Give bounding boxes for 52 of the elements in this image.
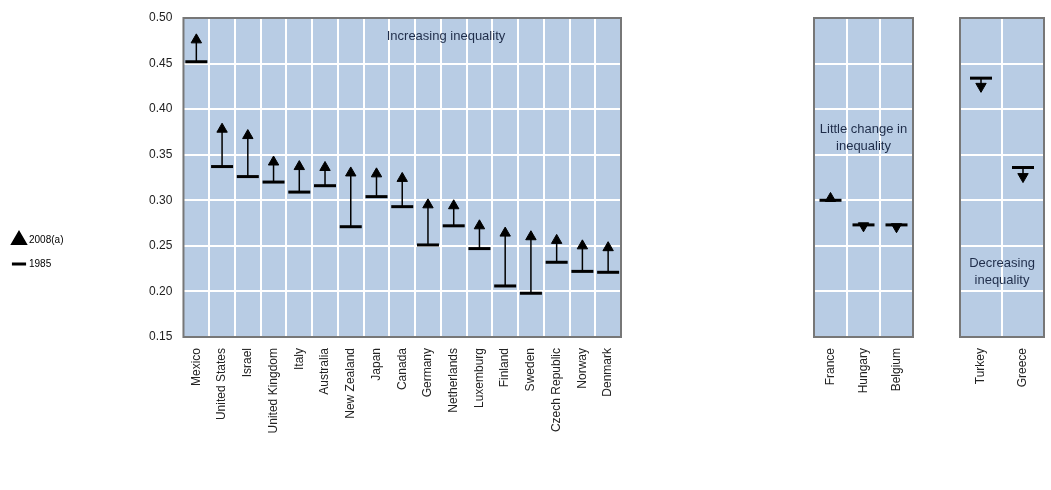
y-tick-label: 0.50 [149, 10, 173, 25]
point [190, 33, 203, 44]
y-tick-label: 0.25 [149, 238, 173, 253]
y-tick-label: 0.15 [149, 329, 173, 344]
point [293, 160, 305, 171]
x-tick-label: Netherlands [446, 348, 461, 413]
legend-label: 1985 [29, 257, 52, 269]
y-tick-label: 0.45 [149, 55, 173, 70]
point [422, 198, 434, 209]
x-tick-label: Australia [317, 347, 332, 395]
point [319, 160, 331, 171]
annotation: Increasing inequality [386, 28, 506, 44]
point [242, 129, 254, 140]
point [550, 233, 563, 244]
x-tick-label: Norway [574, 348, 589, 389]
y-tick-label: 0.40 [149, 101, 173, 116]
x-tick-label: Canada [394, 347, 409, 391]
y-tick-label: 0.20 [149, 283, 173, 298]
x-tick-label: Belgium [888, 348, 903, 392]
x-tick-label: Turkey [973, 348, 988, 385]
point [576, 239, 589, 250]
point [370, 167, 383, 178]
point [448, 199, 460, 210]
x-tick-label: Czech Republic [548, 348, 563, 433]
x-tick-label: Denmark [600, 347, 615, 397]
point [216, 122, 228, 133]
x-tick-label: Sweden [523, 348, 538, 392]
x-tick-label: Mexico [188, 347, 203, 387]
x-tick-label: Finland [497, 348, 512, 388]
x-tick-label: Luxemburg [471, 348, 486, 409]
x-tick-label: New Zealand [343, 348, 358, 419]
point [396, 171, 408, 182]
point [345, 166, 357, 177]
x-tick-label: Japan [368, 348, 383, 381]
x-tick-label: United States [214, 348, 229, 421]
point [473, 219, 486, 230]
x-tick-label: France [822, 347, 837, 386]
annotation: Decreasing inequality [969, 254, 1035, 287]
point [602, 241, 614, 252]
annotation: Little change in inequality [819, 120, 908, 153]
point [499, 226, 511, 237]
x-tick-label: United Kingdom [265, 348, 280, 434]
y-tick-label: 0.30 [149, 192, 173, 207]
x-tick-label: Israel [240, 348, 255, 378]
x-tick-label: Germany [420, 348, 435, 398]
y-tick-label: 0.35 [149, 147, 173, 162]
point [267, 155, 280, 166]
x-tick-label: Greece [1015, 347, 1030, 388]
x-tick-label: Italy [291, 348, 306, 371]
point [525, 230, 537, 241]
legend-label: 2008(a) [29, 233, 64, 245]
x-tick-label: Hungary [855, 348, 870, 394]
